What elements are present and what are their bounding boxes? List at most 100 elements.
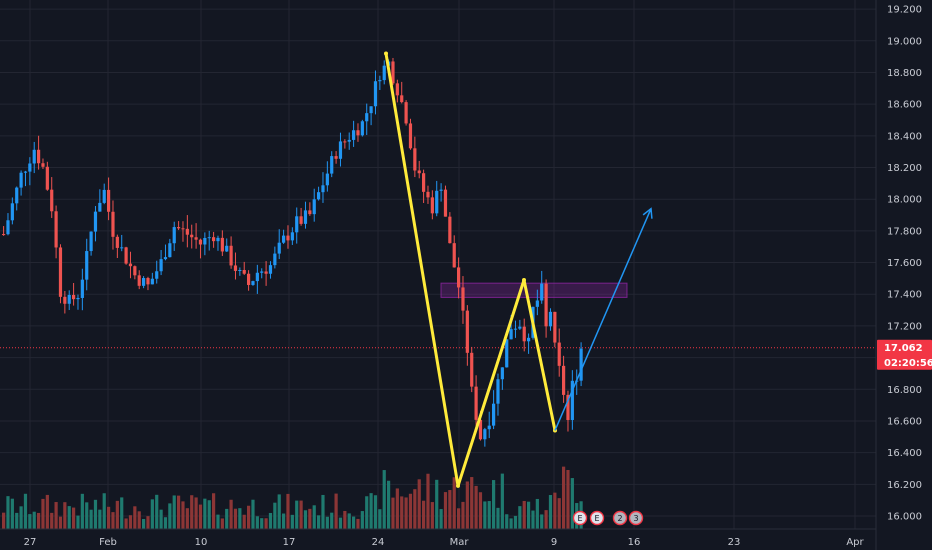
volume-bar-97: [426, 473, 430, 529]
last-price-badge: 17.062 02:20:56: [877, 339, 932, 370]
volume-bar-125: [548, 495, 553, 529]
candle-body-86: [378, 80, 382, 82]
candle-body-85: [373, 81, 378, 107]
candle-body-117: [513, 328, 518, 330]
volume-bar-59: [260, 518, 264, 529]
volume-bar-54: [238, 508, 242, 529]
time-axis[interactable]: 27 Feb 10 17 24 Mar 9 16 23 Apr: [24, 537, 865, 548]
volume-bar-77: [338, 517, 343, 529]
time-tick-label-8: 23: [728, 537, 741, 548]
volume-bar-98: [430, 502, 434, 529]
candle-body-62: [273, 253, 277, 266]
volume-bar-55: [242, 514, 246, 529]
volume-bar-102: [448, 490, 452, 529]
projection-arrow[interactable]: [554, 207, 653, 431]
candle-body-97: [426, 191, 430, 198]
price-tick-label-3: 18.600: [887, 100, 922, 111]
pattern-point-3: [522, 277, 526, 282]
volume-bar-15: [67, 506, 71, 529]
candle-body-96: [422, 173, 426, 192]
candle-body-26: [115, 236, 119, 248]
price-tick-label-1: 19.000: [887, 36, 922, 47]
volume-bar-114: [500, 473, 504, 529]
candle-body-123: [540, 283, 544, 301]
volume-bar-21: [93, 499, 98, 529]
price-tick-label-8: 17.600: [887, 258, 922, 269]
volume-bar-113: [496, 507, 500, 529]
candle-body-1: [6, 220, 10, 235]
resistance-zone[interactable]: [440, 282, 628, 298]
candle-body-21: [93, 211, 98, 232]
volume-bar-34: [150, 499, 154, 529]
w-pattern-drawing[interactable]: [384, 51, 557, 488]
volume-bar-117: [513, 515, 518, 529]
candle-body-15: [67, 294, 71, 304]
candle-body-92: [404, 102, 408, 124]
projection-line: [554, 208, 652, 431]
resistance-zone-box: [440, 282, 628, 298]
volume-bar-88: [387, 480, 391, 529]
candle-body-25: [111, 211, 115, 237]
volume-bar-19: [85, 502, 89, 529]
candle-body-57: [251, 281, 255, 285]
volume-bar-80: [352, 516, 356, 529]
candle-body-60: [264, 271, 268, 274]
candle-body-55: [242, 270, 246, 274]
candle-body-31: [137, 275, 141, 286]
volume-bar-5: [23, 493, 28, 529]
volume-bar-11: [50, 512, 54, 529]
volume-bar-91: [400, 496, 404, 529]
candle-body-129: [566, 394, 570, 420]
volume-bar-73: [321, 494, 325, 529]
volume-bar-116: [509, 518, 513, 529]
volume-bar-61: [268, 512, 273, 529]
candle-body-106: [465, 310, 469, 353]
volume-bar-14: [63, 502, 67, 529]
volume-bar-65: [286, 493, 290, 529]
price-tick-label-6: 18.000: [887, 195, 922, 206]
event-badge-2: [612, 510, 628, 526]
candle-body-7: [32, 149, 36, 164]
candle-body-5: [23, 171, 28, 173]
candle-body-94: [413, 148, 417, 171]
candle-body-4: [19, 172, 23, 188]
volume-bar-82: [360, 511, 364, 529]
candle-body-110: [483, 429, 487, 440]
volume-bars: [2, 466, 583, 529]
volume-bar-17: [76, 515, 80, 529]
candle-body-104: [457, 267, 461, 288]
candle-body-37: [163, 257, 168, 260]
volume-bar-32: [142, 518, 146, 529]
last-price-label: 17.062: [884, 343, 923, 354]
volume-bar-28: [124, 518, 128, 529]
volume-bar-104: [457, 508, 461, 529]
volume-bar-110: [483, 501, 487, 529]
price-tick-label-14: 16.400: [887, 448, 922, 459]
candle-body-78: [343, 141, 347, 143]
volume-bar-100: [439, 509, 443, 529]
volume-bar-8: [37, 512, 41, 529]
candle-body-63: [277, 242, 281, 254]
candle-body-14: [63, 296, 67, 304]
volume-bar-76: [334, 493, 338, 529]
candle-body-13: [58, 247, 63, 297]
volume-bar-70: [308, 508, 312, 529]
event-badge-label-1: E: [594, 514, 599, 523]
volume-bar-42: [185, 508, 189, 529]
candle-body-76: [334, 156, 338, 159]
volume-bar-30: [133, 506, 137, 529]
volume-bar-23: [102, 493, 106, 529]
time-tick-label-7: 16: [628, 537, 641, 548]
grid-lines: [0, 0, 876, 529]
price-tick-label-9: 17.400: [887, 290, 922, 301]
volume-bar-53: [233, 508, 238, 529]
candle-body-22: [98, 202, 102, 212]
volume-bar-96: [422, 500, 426, 529]
event-badges[interactable]: E E 2 3: [572, 510, 644, 526]
candle-body-107: [470, 352, 474, 387]
candle-body-116: [509, 329, 513, 340]
price-tick-label-4: 18.400: [887, 131, 922, 142]
last-price-badge-bg: [877, 339, 932, 370]
volume-bar-115: [505, 514, 509, 529]
